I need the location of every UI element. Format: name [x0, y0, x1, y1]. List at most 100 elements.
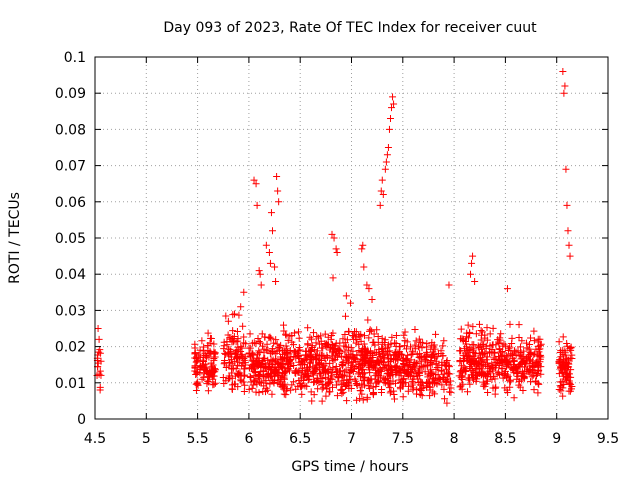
data-point: [483, 353, 491, 361]
data-point: [253, 201, 261, 209]
data-point: [457, 325, 465, 333]
data-point: [412, 360, 420, 368]
data-point: [406, 361, 414, 369]
y-tick-label: 0.01: [55, 376, 86, 392]
data-point: [224, 317, 232, 325]
data-point: [486, 330, 494, 338]
data-point: [248, 349, 256, 357]
data-point: [377, 187, 385, 195]
x-tick-label: 4.5: [84, 431, 106, 447]
data-point: [192, 386, 200, 394]
data-point: [346, 299, 354, 307]
data-point: [235, 358, 243, 366]
data-point: [340, 376, 348, 384]
data-point: [417, 387, 425, 395]
data-point: [374, 332, 382, 340]
data-point: [268, 376, 276, 384]
data-point: [345, 352, 353, 360]
x-tick-label: 7.5: [392, 431, 414, 447]
data-point: [341, 348, 349, 356]
data-point: [486, 342, 494, 350]
data-point: [440, 337, 448, 345]
data-point: [515, 377, 523, 385]
data-point: [466, 380, 474, 388]
data-point: [363, 395, 371, 403]
data-point: [328, 341, 336, 349]
data-point: [310, 378, 318, 386]
y-tick-label: 0.04: [55, 267, 86, 283]
data-point: [263, 340, 271, 348]
data-point: [491, 364, 499, 372]
data-point: [353, 396, 361, 404]
data-point: [437, 366, 445, 374]
data-point: [523, 339, 531, 347]
data-point: [232, 355, 240, 363]
data-point: [510, 347, 518, 355]
data-point: [376, 201, 384, 209]
data-point: [458, 362, 466, 370]
data-point: [429, 388, 437, 396]
data-point: [415, 343, 423, 351]
data-point: [411, 341, 419, 349]
data-point: [366, 327, 374, 335]
data-point: [534, 338, 542, 346]
data-point: [439, 342, 447, 350]
data-point: [483, 324, 491, 332]
data-point: [463, 388, 471, 396]
data-point: [211, 379, 219, 387]
data-point: [388, 333, 396, 341]
data-point: [207, 335, 215, 343]
data-point: [276, 344, 284, 352]
data-point: [95, 335, 103, 343]
data-point: [383, 151, 391, 159]
data-point: [280, 321, 288, 329]
data-point: [386, 389, 394, 397]
data-point: [402, 345, 410, 353]
data-point: [192, 380, 200, 388]
data-point: [228, 385, 236, 393]
data-point: [273, 172, 281, 180]
data-point: [530, 386, 538, 394]
data-point: [318, 397, 326, 405]
data-point: [506, 320, 514, 328]
data-point: [357, 359, 365, 367]
data-point: [354, 365, 362, 373]
data-point: [322, 360, 330, 368]
data-point: [290, 341, 298, 349]
data-point: [435, 375, 443, 383]
data-point: [486, 364, 494, 372]
data-point: [415, 335, 423, 343]
data-point: [209, 366, 217, 374]
data-point: [328, 230, 336, 238]
data-point: [262, 241, 270, 249]
data-point: [395, 343, 403, 351]
data-point: [381, 165, 389, 173]
data-point: [491, 375, 499, 383]
y-tick-label: 0.06: [55, 195, 86, 211]
data-point: [250, 176, 258, 184]
data-point: [236, 369, 244, 377]
data-point: [394, 356, 402, 364]
data-point: [288, 381, 296, 389]
data-point: [304, 365, 312, 373]
data-point: [268, 348, 276, 356]
data-point: [339, 360, 347, 368]
data-point: [456, 347, 464, 355]
data-point: [559, 392, 567, 400]
data-point: [503, 285, 511, 293]
data-point: [332, 381, 340, 389]
data-point: [257, 379, 265, 387]
data-point: [515, 334, 523, 342]
data-point: [363, 377, 371, 385]
data-point: [504, 388, 512, 396]
data-point: [355, 341, 363, 349]
data-point: [507, 350, 515, 358]
data-point: [300, 356, 308, 364]
data-point: [298, 390, 306, 398]
data-point: [308, 397, 316, 405]
data-point: [537, 351, 545, 359]
data-point: [250, 339, 258, 347]
data-point: [463, 329, 471, 337]
data-point: [409, 384, 417, 392]
data-point: [242, 340, 250, 348]
